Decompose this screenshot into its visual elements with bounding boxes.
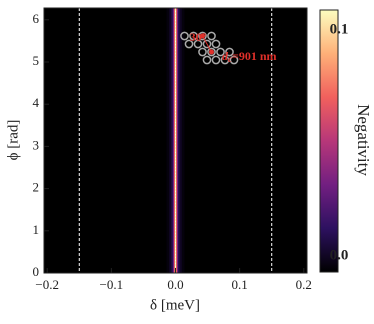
lattice-site [207, 31, 216, 41]
distance-value: =901 nm [232, 49, 277, 63]
lattice-site [220, 55, 230, 65]
lattice-site [189, 31, 198, 41]
lattice-site [207, 47, 216, 57]
y-tick-label: 4 [33, 95, 40, 110]
lattice-site [202, 39, 212, 49]
lattice-link [202, 35, 212, 53]
plot-area [44, 8, 307, 273]
lattice-site [180, 31, 189, 41]
y-tick-label: 2 [33, 180, 40, 195]
x-tick-label: 0.2 [296, 277, 312, 292]
heat-cell [169, 8, 172, 273]
heat-cell [179, 8, 182, 273]
lattice-site [198, 47, 207, 57]
distance-annotation: dc=901 nm [222, 49, 277, 64]
y-axis-label: ϕ [rad] [5, 120, 21, 161]
distance-subscript: c [228, 54, 232, 64]
heat-cell [181, 8, 185, 273]
colorbar-tick-label: 0.0 [330, 247, 349, 263]
lattice-site [229, 55, 239, 65]
lattice-site [198, 31, 207, 41]
angle-annotation: 30° [190, 30, 207, 44]
heat-cell [174, 8, 176, 273]
lattice-site [211, 55, 221, 65]
lattice-site [216, 47, 225, 57]
heat-cell [178, 8, 180, 273]
x-tick-label: 0.0 [167, 277, 183, 292]
x-tick-label: −0.1 [100, 277, 124, 292]
y-tick-label: 3 [33, 137, 40, 152]
heat-cell [176, 8, 179, 273]
colorbar-tick-label: 0.1 [330, 21, 349, 37]
y-tick-label: 6 [33, 11, 40, 26]
x-axis-label: δ [meV] [150, 297, 200, 313]
heat-cell [175, 8, 177, 273]
heat-cell [171, 8, 173, 273]
y-tick-label: 5 [33, 53, 40, 68]
lattice-inset [180, 31, 239, 65]
lattice-site [225, 47, 234, 57]
x-tick-label: 0.1 [232, 277, 248, 292]
y-tick-label: 0 [33, 264, 40, 279]
x-tick-label: −0.2 [35, 277, 59, 292]
heat-cell [172, 8, 175, 273]
colorbar-label: Negativity [354, 104, 373, 176]
lattice-site [193, 39, 203, 49]
colorbar [319, 9, 339, 273]
y-tick-label: 1 [33, 222, 40, 237]
lattice-site [202, 55, 212, 65]
heat-cell [166, 8, 170, 273]
lattice-site [184, 39, 194, 49]
distance-symbol: d [222, 49, 229, 63]
lattice-site [211, 39, 221, 49]
